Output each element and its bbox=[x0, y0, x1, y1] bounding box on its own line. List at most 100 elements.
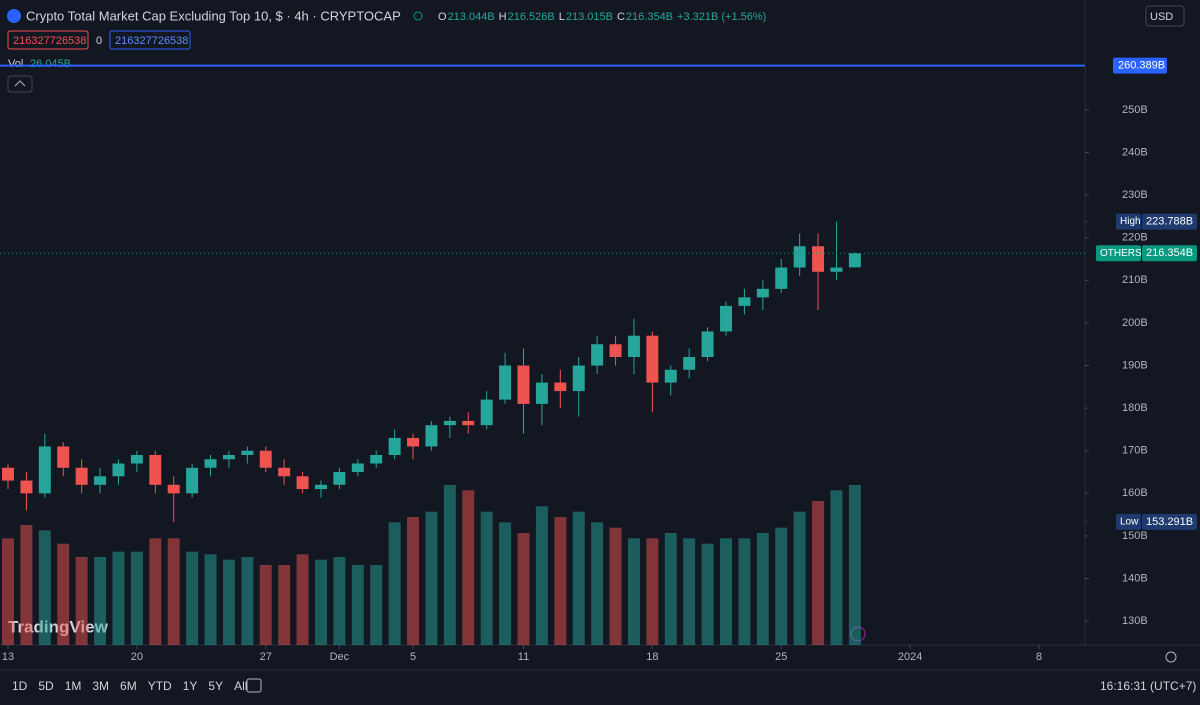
ohlc-key: L bbox=[559, 11, 565, 23]
collapse-button[interactable] bbox=[7, 75, 33, 93]
y-tick-label: 180B bbox=[1122, 402, 1148, 414]
candle-body bbox=[591, 344, 604, 366]
currency-button[interactable] bbox=[1145, 5, 1185, 27]
volume-bar bbox=[720, 538, 732, 645]
input-value[interactable]: 216327726538 bbox=[115, 35, 188, 47]
candle-body bbox=[112, 463, 125, 477]
x-tick-label: 20 bbox=[131, 651, 143, 663]
input-box[interactable] bbox=[109, 30, 191, 50]
volume-bar bbox=[756, 533, 769, 645]
range-button[interactable]: 1Y bbox=[183, 679, 198, 693]
volume-bar bbox=[186, 551, 199, 645]
candle-body bbox=[425, 425, 438, 447]
range-button[interactable]: 1D bbox=[12, 679, 28, 693]
volume-bar bbox=[664, 533, 677, 645]
volume-bar bbox=[646, 538, 659, 645]
volume-bar bbox=[407, 517, 420, 645]
volume-bar bbox=[775, 527, 788, 645]
input-box[interactable] bbox=[7, 30, 89, 50]
x-tick-label: 8 bbox=[1036, 651, 1042, 663]
volume-bar bbox=[609, 527, 622, 645]
candle-body bbox=[149, 454, 162, 485]
volume-bar bbox=[370, 565, 383, 645]
candle-body bbox=[627, 335, 640, 358]
volume-bar bbox=[480, 511, 493, 645]
x-tick-label: 2024 bbox=[898, 651, 922, 663]
volume-bar bbox=[57, 543, 70, 645]
volume-bar bbox=[130, 551, 143, 645]
volume-bar bbox=[535, 506, 548, 645]
input-value[interactable]: 216327726538 bbox=[13, 35, 86, 47]
x-tick-label: 27 bbox=[260, 651, 272, 663]
range-button[interactable]: YTD bbox=[148, 679, 172, 693]
marker-value: 223.788B bbox=[1146, 215, 1193, 227]
volume-bar bbox=[149, 538, 162, 645]
volume-bar bbox=[2, 538, 14, 645]
change: +3.321B (+1.56%) bbox=[677, 11, 766, 23]
range-button[interactable]: 1M bbox=[65, 679, 82, 693]
volume-bar bbox=[683, 538, 696, 645]
candle-body bbox=[609, 344, 622, 358]
marker-value: 153.291B bbox=[1146, 516, 1193, 528]
candle-body bbox=[830, 267, 843, 272]
candle-body bbox=[535, 382, 548, 404]
marker-value-box bbox=[1142, 213, 1197, 230]
candle-body bbox=[38, 446, 51, 494]
candle-body bbox=[554, 382, 567, 392]
candle-body bbox=[499, 365, 512, 400]
candle-body bbox=[370, 454, 383, 464]
candle-body bbox=[241, 450, 254, 455]
candle-body bbox=[720, 305, 732, 332]
range-button[interactable]: 6M bbox=[120, 679, 137, 693]
currency[interactable]: USD bbox=[1150, 11, 1173, 23]
volume-bar bbox=[517, 533, 530, 645]
candle-body bbox=[443, 420, 456, 426]
y-tick-label: 210B bbox=[1122, 274, 1148, 286]
y-tick-label: 220B bbox=[1122, 232, 1148, 244]
candle-body bbox=[793, 246, 806, 268]
calendar-icon[interactable] bbox=[246, 678, 262, 693]
candle-body bbox=[130, 454, 143, 464]
price-badge bbox=[1113, 57, 1167, 74]
candle-body bbox=[756, 288, 769, 298]
ohlc-key: O bbox=[438, 11, 447, 23]
x-tick-label: 25 bbox=[775, 651, 787, 663]
volume-bar bbox=[204, 554, 217, 645]
candle-body bbox=[314, 484, 327, 490]
volume-bar bbox=[443, 485, 456, 645]
volume-bar bbox=[278, 565, 291, 645]
volume-bar bbox=[499, 522, 512, 645]
volume-bar bbox=[462, 490, 475, 645]
marker-value: 216.354B bbox=[1146, 247, 1193, 259]
range-button[interactable]: 5D bbox=[38, 679, 54, 693]
volume-bar bbox=[259, 565, 272, 645]
volume-bar bbox=[848, 485, 861, 645]
ohlc-key: C bbox=[617, 11, 625, 23]
range-button[interactable]: 3M bbox=[92, 679, 109, 693]
volume-bar bbox=[701, 543, 714, 645]
collapse-icon bbox=[14, 80, 26, 87]
marker-name-box bbox=[1096, 245, 1141, 262]
ohlc-value: 213.015B bbox=[566, 11, 613, 23]
candle-body bbox=[57, 446, 70, 468]
clock: 16:16:31 (UTC+7) bbox=[1100, 679, 1196, 693]
volume-bar bbox=[314, 559, 327, 645]
marker-name: High bbox=[1120, 216, 1141, 227]
y-tick-label: 130B bbox=[1122, 615, 1148, 627]
marker-value-box bbox=[1142, 513, 1197, 530]
volume-value: 26.045B bbox=[30, 58, 71, 70]
candle-body bbox=[222, 454, 235, 460]
y-tick-label: 250B bbox=[1122, 104, 1148, 116]
range-button[interactable]: 5Y bbox=[208, 679, 223, 693]
marker-name-box bbox=[1116, 213, 1141, 230]
volume-bar bbox=[627, 538, 640, 645]
settings-icon[interactable] bbox=[1165, 651, 1177, 663]
range-button[interactable]: All bbox=[234, 679, 247, 693]
candle-body bbox=[848, 253, 861, 268]
y-tick-label: 240B bbox=[1122, 146, 1148, 158]
candle-body bbox=[775, 267, 788, 289]
volume-bar bbox=[112, 551, 125, 645]
candle-body bbox=[75, 467, 88, 485]
volume-bar bbox=[351, 565, 364, 645]
